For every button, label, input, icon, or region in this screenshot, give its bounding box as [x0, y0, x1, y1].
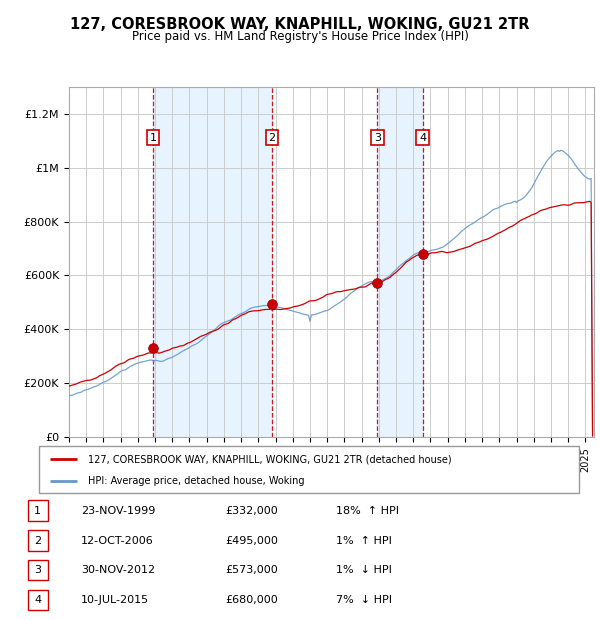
- Text: 10-JUL-2015: 10-JUL-2015: [81, 595, 149, 605]
- Text: 2: 2: [268, 133, 275, 143]
- FancyBboxPatch shape: [39, 446, 579, 493]
- Text: 4: 4: [34, 595, 41, 605]
- Text: 12-OCT-2006: 12-OCT-2006: [81, 536, 154, 546]
- Text: £332,000: £332,000: [225, 506, 278, 516]
- Text: 1%  ↑ HPI: 1% ↑ HPI: [336, 536, 392, 546]
- Text: 30-NOV-2012: 30-NOV-2012: [81, 565, 155, 575]
- Text: 23-NOV-1999: 23-NOV-1999: [81, 506, 155, 516]
- Bar: [153, 87, 272, 437]
- Text: £495,000: £495,000: [225, 536, 278, 546]
- Text: 3: 3: [34, 565, 41, 575]
- Text: 4: 4: [419, 133, 426, 143]
- Bar: [377, 87, 422, 437]
- Text: 1: 1: [34, 506, 41, 516]
- Text: 1: 1: [149, 133, 157, 143]
- Text: 2: 2: [34, 536, 41, 546]
- Text: 127, CORESBROOK WAY, KNAPHILL, WOKING, GU21 2TR (detached house): 127, CORESBROOK WAY, KNAPHILL, WOKING, G…: [88, 454, 451, 464]
- Text: 7%  ↓ HPI: 7% ↓ HPI: [336, 595, 392, 605]
- Text: £573,000: £573,000: [225, 565, 278, 575]
- Text: 127, CORESBROOK WAY, KNAPHILL, WOKING, GU21 2TR: 127, CORESBROOK WAY, KNAPHILL, WOKING, G…: [70, 17, 530, 32]
- Text: 3: 3: [374, 133, 381, 143]
- Text: £680,000: £680,000: [225, 595, 278, 605]
- Text: HPI: Average price, detached house, Woking: HPI: Average price, detached house, Woki…: [88, 476, 304, 486]
- Text: 1%  ↓ HPI: 1% ↓ HPI: [336, 565, 392, 575]
- Text: 18%  ↑ HPI: 18% ↑ HPI: [336, 506, 399, 516]
- Text: Price paid vs. HM Land Registry's House Price Index (HPI): Price paid vs. HM Land Registry's House …: [131, 30, 469, 43]
